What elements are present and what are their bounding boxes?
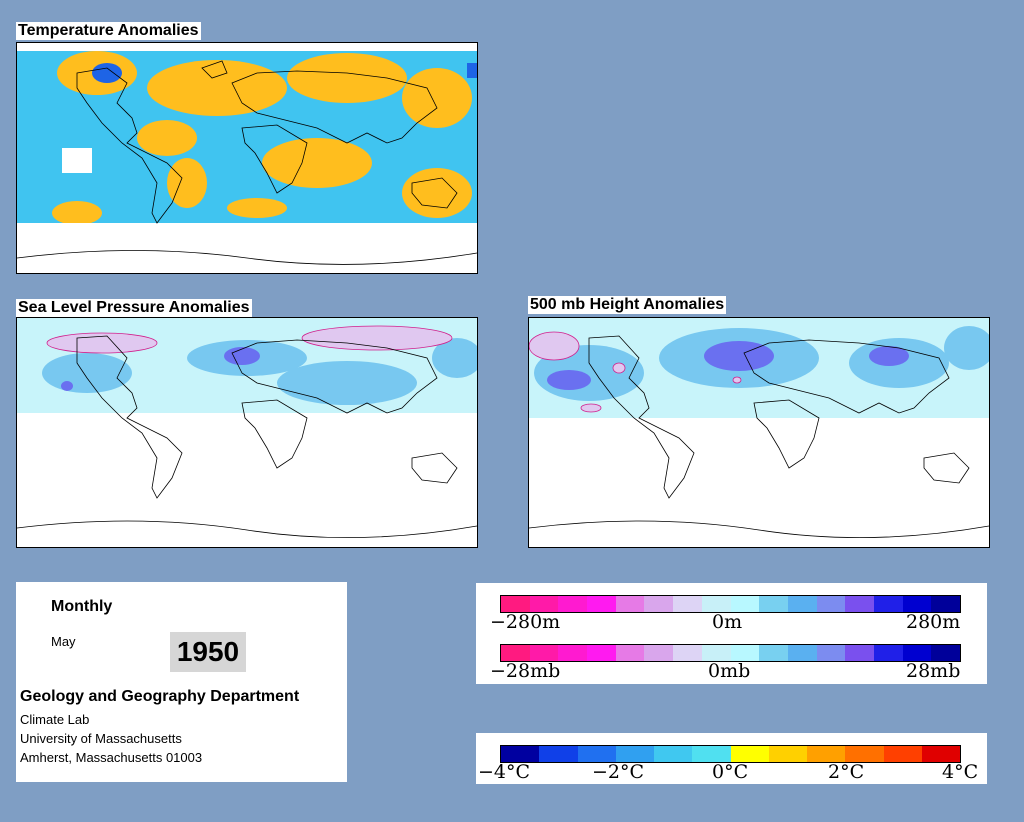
colorbar-swatch (673, 596, 702, 612)
anomaly-legend-panel: −280m 0m 280m −28mb 0mb 28mb (476, 583, 987, 684)
colorbar-swatch (701, 645, 731, 661)
colorbar-swatch (730, 596, 760, 612)
colorbar-swatch (701, 596, 731, 612)
colorbar-swatch (845, 746, 884, 762)
colorbar-swatch (931, 645, 960, 661)
temperature-legend-panel: −4°C −2°C 0°C 2°C 4°C (476, 733, 987, 784)
address: Amherst, Massachusetts 01003 (20, 750, 203, 765)
slp-map-title: Sea Level Pressure Anomalies (16, 299, 252, 317)
temp-label-4: 4°C (942, 761, 979, 783)
colorbar-swatch (587, 596, 616, 612)
temperature-map-graphic (17, 43, 477, 273)
colorbar-swatch (673, 645, 702, 661)
colorbar-swatch (587, 645, 616, 661)
colorbar-swatch (644, 596, 674, 612)
colorbar-swatch (759, 645, 788, 661)
colorbar-swatch (883, 746, 922, 762)
colorbar-swatch (615, 645, 645, 661)
colorbar-swatch (845, 645, 874, 661)
colorbar-swatch (730, 645, 760, 661)
pressure-colorbar (500, 644, 961, 662)
colorbar-swatch (816, 596, 846, 612)
colorbar-swatch (615, 746, 654, 762)
temp-label-neg4: −4°C (478, 761, 531, 783)
temperature-anomaly-map (16, 42, 478, 274)
colorbar-swatch (692, 746, 731, 762)
height-label-min: −280m (490, 611, 561, 633)
temp-label-2: 2°C (828, 761, 865, 783)
colorbar-swatch (577, 746, 616, 762)
colorbar-swatch (730, 746, 769, 762)
pressure-label-mid: 0mb (708, 660, 751, 682)
colorbar-swatch (873, 596, 903, 612)
colorbar-swatch (759, 596, 788, 612)
colorbar-swatch (644, 645, 674, 661)
colorbar-swatch (931, 596, 960, 612)
temperature-colorbar (500, 745, 961, 763)
colorbar-swatch (529, 645, 559, 661)
slp-map-graphic (17, 318, 477, 539)
height-map-title: 500 mb Height Anomalies (528, 296, 727, 314)
year-badge: 1950 (170, 632, 246, 672)
colorbar-swatch (787, 596, 817, 612)
height-label-max: 280m (906, 611, 961, 633)
colorbar-swatch (529, 596, 559, 612)
info-panel: Monthly May 1950 Geology and Geography D… (16, 582, 347, 782)
colorbar-swatch (873, 645, 903, 661)
colorbar-swatch (501, 645, 530, 661)
colorbar-swatch (787, 645, 817, 661)
colorbar-swatch (768, 746, 807, 762)
colorbar-swatch (654, 746, 693, 762)
height-label-mid: 0m (712, 611, 743, 633)
lab-name: Climate Lab (20, 712, 90, 727)
temp-label-0: 0°C (712, 761, 749, 783)
height-colorbar (500, 595, 961, 613)
temp-label-neg2: −2°C (592, 761, 645, 783)
colorbar-swatch (921, 746, 960, 762)
colorbar-swatch (902, 596, 932, 612)
colorbar-swatch (615, 596, 645, 612)
colorbar-swatch (539, 746, 578, 762)
sea-level-pressure-map (16, 317, 478, 548)
colorbar-swatch (845, 596, 874, 612)
colorbar-swatch (807, 746, 846, 762)
colorbar-swatch (816, 645, 846, 661)
temperature-map-title: Temperature Anomalies (16, 22, 201, 40)
colorbar-swatch (902, 645, 932, 661)
month-label: May (51, 634, 76, 649)
colorbar-swatch (558, 645, 588, 661)
500mb-height-map (528, 317, 990, 548)
colorbar-swatch (501, 746, 540, 762)
colorbar-swatch (558, 596, 588, 612)
colorbar-swatch (501, 596, 530, 612)
department-name: Geology and Geography Department (20, 688, 300, 705)
height-map-graphic (529, 318, 989, 539)
university-name: University of Massachusetts (20, 731, 182, 746)
pressure-label-min: −28mb (490, 660, 561, 682)
pressure-label-max: 28mb (906, 660, 961, 682)
period-label: Monthly (51, 598, 113, 615)
